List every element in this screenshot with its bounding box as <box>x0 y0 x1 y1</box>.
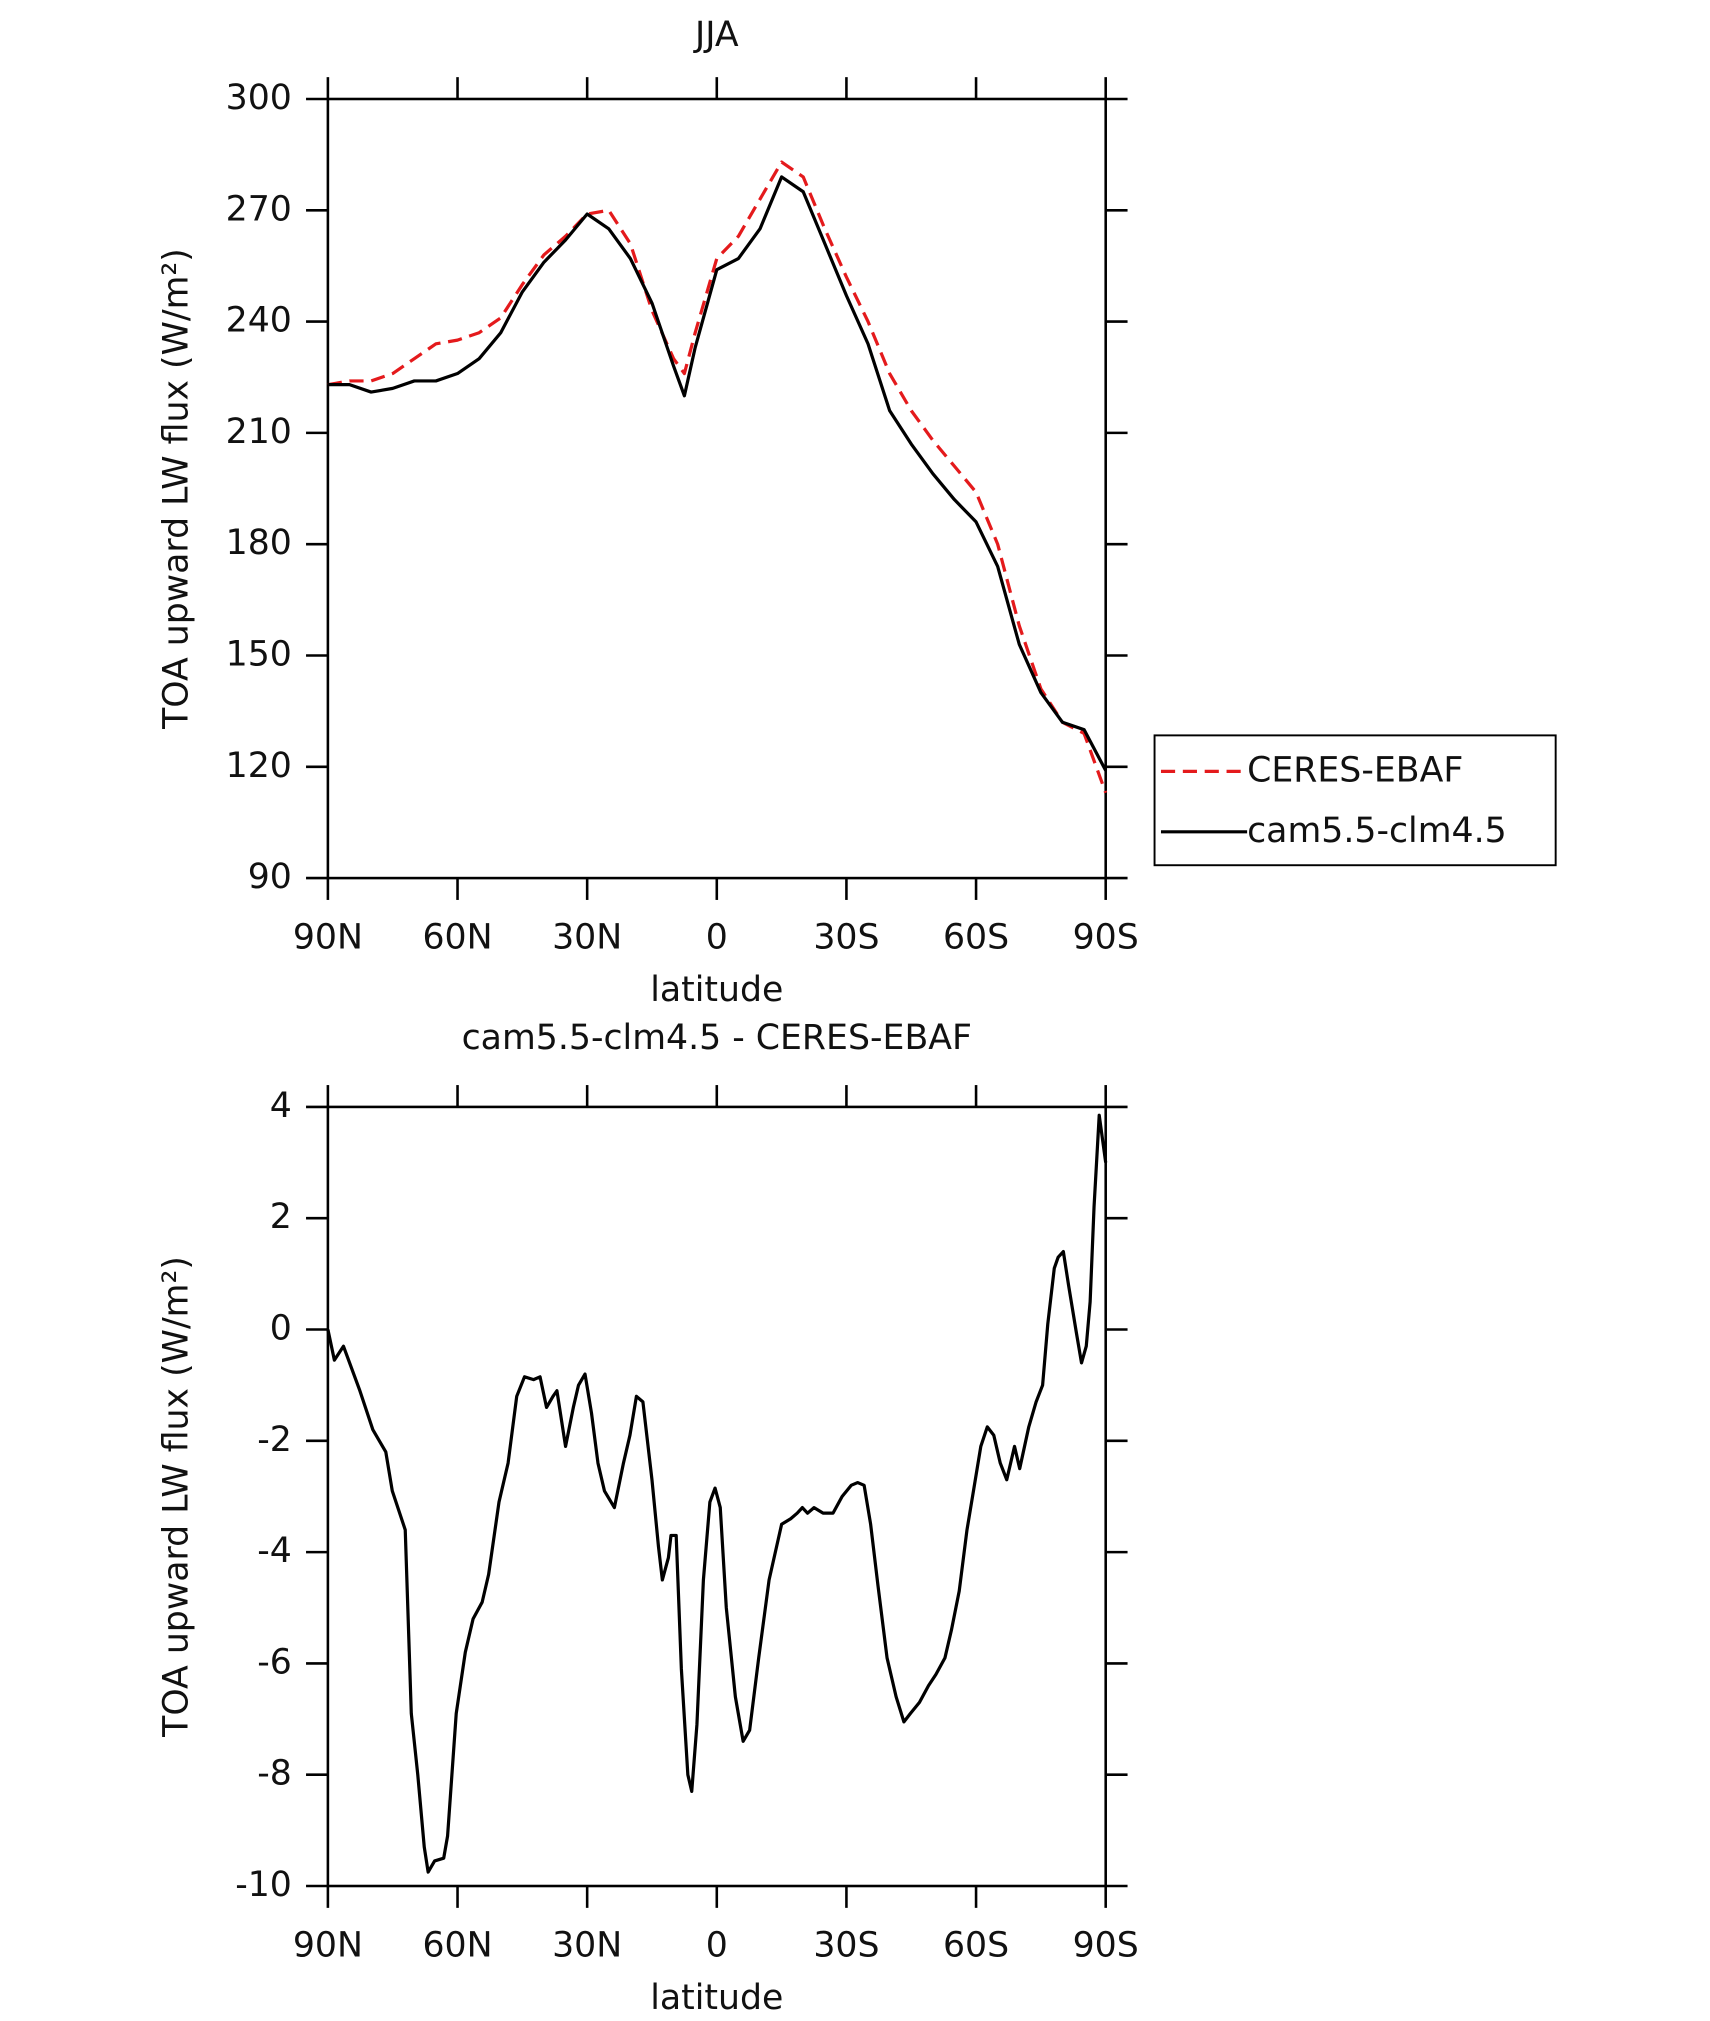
y-tick-label: 0 <box>270 1309 292 1349</box>
x-tick-label: 90S <box>1073 1925 1139 1965</box>
x-tick-label: 30N <box>552 1925 622 1965</box>
plot-frame <box>326 97 1107 880</box>
chart-title: JJA <box>693 15 739 55</box>
y-tick-label: 210 <box>226 412 292 452</box>
y-tick-label: 4 <box>270 1086 292 1126</box>
y-tick-label: 180 <box>226 523 292 563</box>
x-tick-label: 0 <box>706 918 728 958</box>
y-axis-label: TOA upward LW flux (W/m²) <box>156 248 196 730</box>
data-line <box>327 175 1108 772</box>
y-tick-label: 90 <box>248 857 292 897</box>
x-tick-label: 60S <box>943 918 1009 958</box>
y-tick-label: 270 <box>226 189 292 229</box>
y-tick-label: 2 <box>270 1197 292 1237</box>
data-line <box>326 1113 1108 1874</box>
x-tick-label: 30S <box>813 1925 879 1965</box>
x-tick-label: 30N <box>552 918 622 958</box>
x-tick-label: 60N <box>422 1925 492 1965</box>
y-tick-label: 120 <box>226 746 292 786</box>
x-tick-label: 90N <box>293 918 363 958</box>
y-tick-label: -8 <box>257 1754 292 1794</box>
x-axis-label: latitude <box>650 970 783 1010</box>
legend-label: CERES-EBAF <box>1247 750 1463 790</box>
y-tick-label: 240 <box>226 301 292 341</box>
chart-title: cam5.5-clm4.5 - CERES-EBAF <box>462 1018 972 1058</box>
data-line <box>327 160 1108 794</box>
y-tick-label: -10 <box>235 1865 292 1905</box>
y-axis-label: TOA upward LW flux (W/m²) <box>156 1256 196 1738</box>
x-tick-label: 60N <box>422 918 492 958</box>
x-tick-label: 30S <box>813 918 879 958</box>
x-tick-label: 0 <box>706 1925 728 1965</box>
x-tick-label: 90N <box>293 1925 363 1965</box>
legend-box <box>1153 734 1557 867</box>
legend-label: cam5.5-clm4.5 <box>1247 811 1507 851</box>
x-tick-label: 60S <box>943 1925 1009 1965</box>
x-axis-label: latitude <box>650 1978 783 2018</box>
y-tick-label: 150 <box>226 634 292 674</box>
y-tick-label: -2 <box>257 1420 292 1460</box>
y-tick-label: -4 <box>257 1531 292 1571</box>
y-tick-label: -6 <box>257 1642 292 1682</box>
x-tick-label: 90S <box>1073 918 1139 958</box>
y-tick-label: 300 <box>226 78 292 118</box>
